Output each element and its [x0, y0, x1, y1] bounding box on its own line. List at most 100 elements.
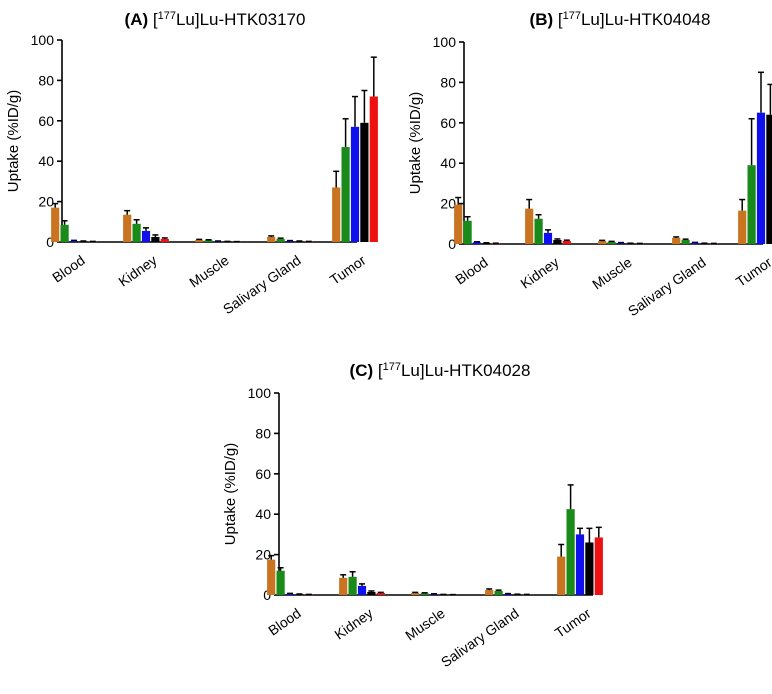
bar-salivary-gland-s3: [503, 593, 513, 595]
bar-salivary-gland-s1: [672, 237, 681, 244]
bar-tumor-s4: [585, 542, 594, 595]
bar-kidney-s4: [553, 239, 562, 244]
y-tick-label: 100: [433, 34, 457, 50]
y-tick-label: 80: [255, 425, 271, 441]
bar-blood-s2: [276, 570, 285, 595]
y-tick-label: 60: [255, 466, 271, 482]
bar-kidney-s3: [357, 585, 367, 595]
y-tick-label: 60: [440, 115, 456, 131]
y-axis-label: Uptake (%ID/g): [222, 443, 239, 546]
y-axis-label: Uptake (%ID/g): [5, 90, 22, 193]
x-tick-label: Tumor: [733, 254, 772, 290]
bar-kidney-s5: [562, 240, 571, 244]
bar-muscle-s2: [204, 240, 213, 242]
x-tick-label: Tumor: [327, 252, 369, 288]
bar-tumor-s1: [557, 556, 566, 595]
bar-muscle-s1: [411, 592, 420, 595]
bar-muscle-s1: [598, 240, 607, 244]
panel-label: (A): [125, 10, 153, 29]
bar-kidney-s1: [525, 208, 534, 244]
bar-muscle-s1: [195, 239, 204, 242]
y-tick-label: 80: [440, 74, 456, 90]
title-superscript: 177: [563, 10, 581, 22]
x-tick-label: Blood: [452, 254, 491, 288]
bar-tumor-s4: [360, 122, 369, 242]
x-tick-label: Muscle: [589, 254, 635, 293]
bar-kidney-s2: [348, 576, 357, 595]
title-superscript: 177: [383, 361, 401, 373]
bar-muscle-s2: [420, 593, 429, 595]
bar-tumor-s2: [341, 147, 350, 242]
y-tick-label: 60: [38, 113, 54, 129]
title-compound: Lu]Lu-HTK03170: [176, 10, 305, 29]
bar-kidney-s2: [132, 223, 141, 242]
bar-salivary-gland-s1: [485, 589, 494, 595]
bar-tumor-s2: [747, 165, 756, 244]
y-tick-label: 40: [38, 153, 54, 169]
title-prefix: [: [378, 361, 383, 380]
bar-blood-s2: [463, 220, 472, 244]
bar-kidney-s2: [534, 218, 543, 244]
chart-title: (B) [177Lu]Lu-HTK04048: [530, 10, 711, 29]
bar-kidney-s3: [141, 230, 151, 242]
bar-muscle-s3: [616, 242, 626, 244]
y-tick-label: 0: [46, 234, 54, 250]
bar-kidney-s3: [543, 232, 553, 244]
bar-salivary-gland-s3: [690, 242, 700, 244]
bar-salivary-gland-s1: [267, 236, 276, 242]
x-tick-label: Blood: [49, 252, 88, 286]
bar-tumor-s3: [350, 126, 360, 242]
bar-blood-s4: [482, 243, 491, 244]
bar-salivary-gland-s2: [494, 590, 503, 595]
title-superscript: 177: [158, 10, 176, 22]
bar-tumor-s5: [369, 96, 378, 242]
panel-label: (B): [530, 10, 558, 29]
y-tick-label: 40: [255, 506, 271, 522]
x-tick-label: Kidney: [517, 254, 561, 292]
bar-blood-s1: [51, 207, 60, 242]
title-compound: Lu]Lu-HTK04028: [401, 361, 530, 380]
bar-blood-s1: [454, 204, 463, 244]
bar-kidney-s5: [376, 592, 385, 595]
x-tick-label: Blood: [265, 605, 304, 639]
y-axis-label: Uptake (%ID/g): [407, 92, 424, 195]
y-tick-label: 40: [440, 155, 456, 171]
bar-muscle-s3: [429, 594, 439, 595]
bar-blood-s3: [285, 593, 295, 595]
bar-tumor-s2: [566, 509, 575, 595]
bar-salivary-gland-s2: [681, 239, 690, 244]
bar-blood-s2: [60, 224, 69, 242]
bar-tumor-s3: [575, 534, 585, 595]
bar-tumor-s4: [766, 114, 772, 244]
chart-title: (C) [177Lu]Lu-HTK04028: [350, 361, 531, 380]
bar-kidney-s4: [151, 236, 160, 242]
bar-muscle-s2: [607, 241, 616, 244]
bar-tumor-s5: [594, 537, 603, 595]
chart-panel-b: (B) [177Lu]Lu-HTK04048 Uptake (%ID/g) 0 20 4…: [407, 10, 772, 319]
x-tick-label: Muscle: [402, 605, 448, 644]
bar-blood-s3: [472, 242, 482, 244]
y-tick-label: 0: [448, 236, 456, 252]
x-tick-label: Salivary Gland: [438, 605, 522, 670]
bar-tumor-s1: [738, 210, 747, 244]
x-tick-label: Kidney: [115, 252, 159, 290]
bar-salivary-gland-s3: [285, 240, 295, 242]
panel-label: (C): [350, 361, 378, 380]
title-compound: Lu]Lu-HTK04048: [581, 10, 710, 29]
x-tick-label: Tumor: [552, 605, 594, 641]
x-tick-label: Salivary Gland: [220, 252, 304, 317]
chart-title: (A) [177Lu]Lu-HTK03170: [125, 10, 306, 29]
y-tick-label: 100: [248, 385, 272, 401]
bar-salivary-gland-s2: [276, 238, 285, 242]
bar-kidney-s1: [339, 577, 348, 595]
bar-kidney-s5: [160, 238, 169, 242]
x-tick-label: Kidney: [331, 605, 375, 643]
y-tick-label: 20: [255, 547, 271, 563]
x-tick-label: Salivary Gland: [625, 254, 709, 319]
bar-kidney-s4: [367, 591, 376, 595]
y-tick-label: 20: [38, 194, 54, 210]
bar-kidney-s1: [123, 214, 132, 242]
title-prefix: [: [153, 10, 158, 29]
